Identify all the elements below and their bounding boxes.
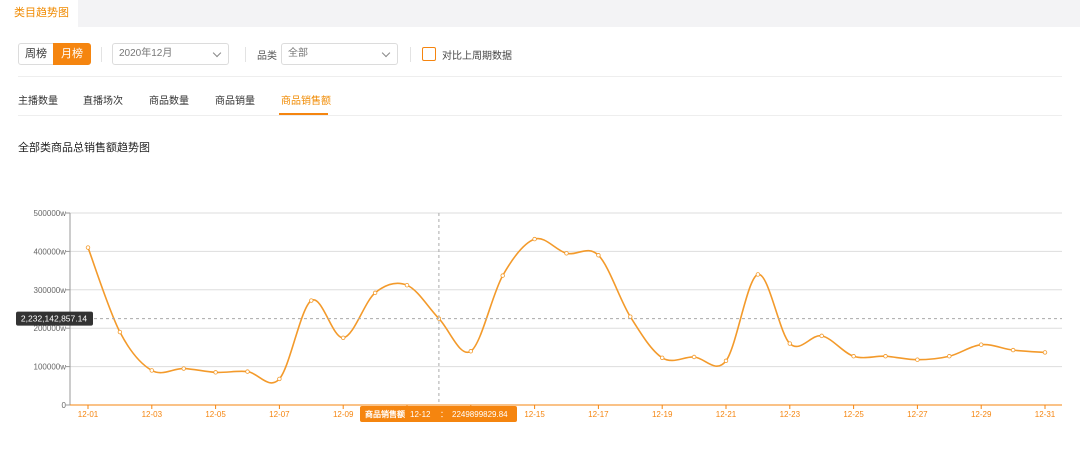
y-tick-label: 300000w [34, 286, 67, 295]
x-tick-label: 12-21 [716, 410, 737, 419]
data-point [277, 376, 282, 382]
tab-product-sales-amount[interactable]: 商品销售额 [281, 96, 331, 107]
data-point [660, 355, 665, 360]
tab-category-trend[interactable]: 类目趋势图 [0, 0, 78, 27]
data-point [947, 354, 952, 359]
data-point [851, 354, 856, 359]
y-tick-label: 400000w [34, 247, 67, 256]
compare-label[interactable]: 对比上周期数据 [442, 51, 512, 62]
month-select-value: 2020年12月 [119, 48, 173, 59]
y-tick-label: 500000w [34, 209, 67, 218]
x-tick-label: 12-03 [142, 410, 163, 419]
tab-anchor-count[interactable]: 主播数量 [18, 96, 58, 107]
data-point [915, 357, 920, 362]
divider [18, 76, 1062, 77]
month-select[interactable]: 2020年12月 [112, 43, 229, 65]
data-point [787, 341, 792, 346]
monthly-rank-button[interactable]: 月榜 [53, 43, 91, 65]
x-tick-label: 12-01 [78, 410, 99, 419]
x-tick-label: 12-09 [333, 410, 354, 419]
sales-series-line [87, 237, 1046, 384]
category-select[interactable]: 全部 [281, 43, 398, 65]
data-point [85, 245, 91, 250]
data-point [309, 298, 314, 303]
x-tick-label: 12-23 [780, 410, 801, 419]
data-point [883, 354, 888, 359]
data-point [213, 370, 218, 375]
tooltip-separator: ： [440, 410, 448, 419]
x-tick-label: 12-25 [843, 410, 864, 419]
data-point [564, 251, 569, 256]
y-tick-label: 100000w [34, 363, 67, 372]
y-tick-label: 200000w [34, 324, 67, 333]
divider [245, 47, 246, 62]
x-tick-label: 12-07 [269, 410, 290, 419]
data-point [723, 358, 729, 364]
x-tick-label: 12-29 [971, 410, 992, 419]
x-tick-label: 12-05 [205, 410, 226, 419]
data-point [500, 273, 505, 278]
y-tick-label: 0 [62, 401, 67, 410]
category-select-value: 全部 [288, 48, 308, 59]
divider [410, 47, 411, 62]
x-tick-label: 12-27 [907, 410, 928, 419]
data-point [628, 314, 633, 319]
data-point [596, 253, 601, 258]
data-point [181, 366, 186, 371]
compare-checkbox[interactable] [422, 47, 436, 61]
data-point [245, 369, 250, 374]
x-tick-label: 12-17 [588, 410, 609, 419]
x-tick-label: 12-19 [652, 410, 673, 419]
data-point [1010, 347, 1016, 353]
tab-live-sessions[interactable]: 直播场次 [83, 96, 123, 107]
data-point [979, 342, 984, 347]
data-point [468, 349, 473, 354]
tooltip-value: 2249899829.84 [452, 410, 508, 419]
tab-product-count[interactable]: 商品数量 [149, 96, 189, 107]
data-point [755, 272, 761, 277]
tooltip-box [360, 406, 517, 422]
x-tick-label: 12-31 [1035, 410, 1056, 419]
data-point [1042, 350, 1048, 355]
data-point [149, 368, 154, 373]
active-tab-indicator [279, 113, 328, 115]
data-point [691, 354, 697, 360]
crosshair-y-readout: 2,232,142,857.14 [21, 314, 87, 324]
data-point [532, 236, 537, 242]
data-point [372, 290, 378, 296]
tab-product-sales-volume[interactable]: 商品销量 [215, 96, 255, 107]
divider [18, 115, 1062, 116]
x-tick-label: 12-15 [524, 410, 545, 419]
data-point [341, 335, 346, 340]
data-point [404, 282, 410, 288]
tooltip-series-name: 商品销售额 [365, 409, 405, 419]
divider [101, 47, 102, 62]
data-point [117, 329, 123, 335]
crosshair-y-readout-box [16, 311, 93, 326]
data-point [819, 333, 824, 339]
chart-title: 全部类商品总销售额趋势图 [18, 142, 150, 154]
category-label: 品类 [257, 51, 277, 62]
top-tab-bar: 类目趋势图 [0, 0, 1080, 27]
tooltip-x-value: 12-12 [410, 410, 431, 419]
